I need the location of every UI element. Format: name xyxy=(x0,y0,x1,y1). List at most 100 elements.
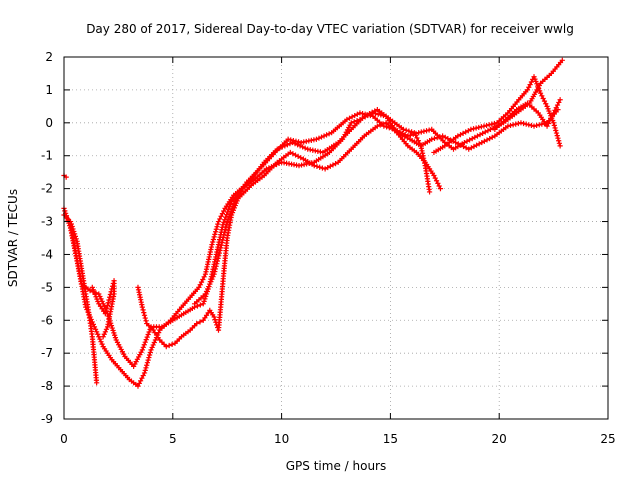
data-point xyxy=(367,112,373,119)
data-point xyxy=(465,128,471,134)
data-point xyxy=(351,119,357,125)
x-tick-label: 25 xyxy=(600,432,615,446)
series-track-1 xyxy=(61,172,69,180)
data-point xyxy=(143,318,149,324)
data-point xyxy=(549,112,555,119)
data-point xyxy=(221,208,227,214)
data-point xyxy=(437,186,444,192)
data-point xyxy=(518,120,524,126)
data-point xyxy=(294,142,301,148)
data-point xyxy=(533,78,539,85)
data-point xyxy=(383,124,390,130)
data-point xyxy=(207,281,213,287)
data-point xyxy=(524,87,531,93)
data-point xyxy=(457,132,464,138)
data-point xyxy=(486,122,492,128)
data-point xyxy=(460,143,467,150)
data-point xyxy=(534,81,540,87)
data-point xyxy=(219,211,226,217)
data-point xyxy=(526,122,532,128)
y-tick-label: -4 xyxy=(41,247,53,261)
series-track-6 xyxy=(135,107,561,350)
data-point xyxy=(311,163,317,169)
data-point xyxy=(474,133,481,139)
data-point xyxy=(478,124,484,130)
data-point xyxy=(515,120,521,127)
data-point xyxy=(145,331,151,338)
data-point xyxy=(141,309,147,316)
data-point xyxy=(232,198,238,204)
data-point xyxy=(432,175,438,181)
data-point xyxy=(545,106,551,112)
data-point xyxy=(556,138,562,144)
data-point xyxy=(216,253,222,259)
data-point xyxy=(104,305,110,311)
data-point xyxy=(552,125,558,131)
data-point xyxy=(139,375,145,381)
data-point xyxy=(144,334,150,340)
data-point xyxy=(215,255,221,262)
data-point xyxy=(520,120,527,127)
data-point xyxy=(321,133,327,139)
data-point xyxy=(553,105,559,111)
data-point xyxy=(136,380,142,387)
data-point xyxy=(211,314,217,320)
data-point xyxy=(231,201,237,207)
data-point xyxy=(528,122,535,129)
data-point xyxy=(201,274,207,280)
data-point xyxy=(316,135,322,141)
x-tick-label: 20 xyxy=(492,432,507,446)
data-point xyxy=(482,129,488,135)
data-point xyxy=(406,128,412,134)
data-point xyxy=(536,122,542,128)
data-point xyxy=(220,222,226,228)
data-point xyxy=(104,302,111,309)
data-point xyxy=(62,208,68,214)
data-point xyxy=(64,215,70,221)
data-point xyxy=(369,109,375,115)
data-point xyxy=(532,76,538,82)
data-point xyxy=(464,138,470,144)
data-point xyxy=(555,135,561,141)
data-point xyxy=(326,131,332,137)
data-point xyxy=(445,136,451,142)
data-point xyxy=(362,111,368,117)
data-point xyxy=(491,120,498,127)
data-point xyxy=(151,339,157,346)
data-point xyxy=(302,145,308,151)
data-point xyxy=(435,180,441,186)
data-point xyxy=(386,125,392,131)
data-point xyxy=(318,134,325,140)
data-point xyxy=(323,132,330,138)
data-point xyxy=(223,224,229,230)
data-point xyxy=(531,74,537,80)
data-point xyxy=(101,331,107,337)
data-point xyxy=(484,137,490,143)
data-point xyxy=(460,130,466,136)
data-point xyxy=(418,129,424,135)
data-point xyxy=(471,143,477,150)
data-point xyxy=(102,329,108,335)
data-point xyxy=(423,128,430,134)
data-point xyxy=(535,83,541,89)
data-point xyxy=(397,129,403,135)
data-point xyxy=(381,123,387,129)
data-point xyxy=(221,219,227,225)
data-point xyxy=(210,236,217,243)
data-point xyxy=(287,141,293,147)
data-point xyxy=(94,329,100,335)
series-track-5 xyxy=(89,278,117,340)
data-point xyxy=(470,126,477,132)
data-point xyxy=(141,342,147,348)
data-point xyxy=(99,341,105,347)
data-point xyxy=(145,357,151,363)
data-point xyxy=(440,133,446,139)
data-point xyxy=(325,164,331,171)
y-tick-labels: 2 1 0 -1 -2 -3 -4 -5 -6 -7 -8 -9 xyxy=(41,50,53,426)
data-point xyxy=(202,291,209,297)
data-point xyxy=(90,321,96,327)
data-point xyxy=(200,276,206,283)
data-point xyxy=(220,237,226,243)
series-track-7 xyxy=(191,57,565,307)
